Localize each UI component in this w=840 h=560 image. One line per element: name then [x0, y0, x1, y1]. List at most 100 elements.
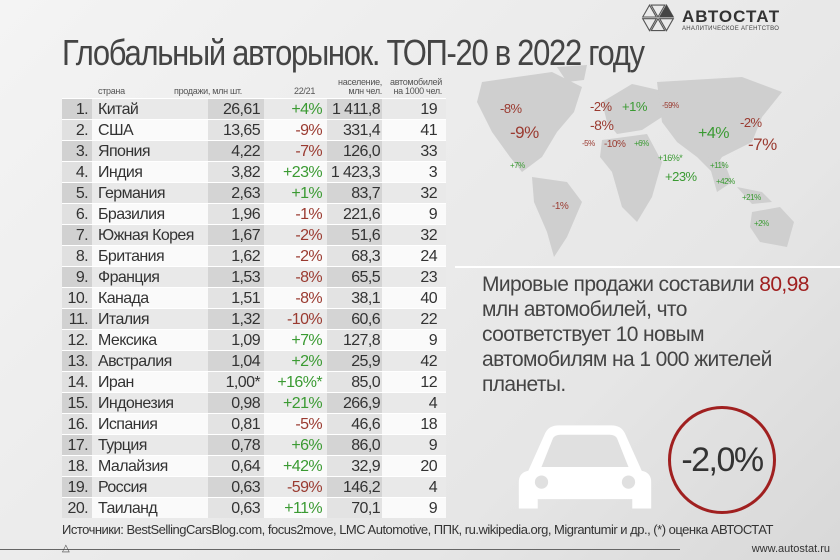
sales-cell-bg	[208, 162, 264, 182]
logo-name: АВТОСТАТ	[682, 7, 781, 26]
country: Турция	[98, 437, 147, 454]
table-row: 16. Испания 0,81 -5% 46,6 18	[62, 413, 446, 434]
cars-per-1000: 3	[428, 164, 438, 181]
sales: 1,96	[231, 206, 260, 223]
map-change-label: +11%	[710, 161, 729, 170]
summary-line1: Мировые продажи составили	[482, 273, 755, 296]
cars-per-1000: 4	[428, 395, 438, 412]
map-change-label: -59%	[662, 101, 679, 110]
website-link[interactable]: www.autostat.ru	[751, 543, 830, 555]
country: Бразилия	[98, 206, 165, 223]
logo-subtitle: АНАЛИТИЧЕСКОЕ АГЕНТСТВО	[682, 26, 780, 32]
table-row: 4. Индия 3,82 +23% 1 423,3 3	[62, 161, 446, 182]
summary-line2: млн автомобилей, что соответствует 10 но…	[482, 298, 772, 396]
map-change-label: +21%	[742, 193, 761, 202]
header-change: 22/21	[294, 86, 316, 96]
rank: 7.	[62, 225, 92, 245]
sales-cell-bg	[208, 225, 264, 245]
map-change-label: -7%	[748, 135, 777, 154]
total-change-badge: -2,0%	[668, 406, 776, 514]
map-change-label: +16%*	[658, 153, 683, 163]
sales: 1,51	[231, 290, 260, 307]
divider	[455, 266, 840, 268]
autostat-logo: АВТОСТАТ АНАЛИТИЧЕСКОЕ АГЕНТСТВО	[636, 0, 836, 34]
rank: 10.	[62, 288, 92, 308]
population: 85,0	[351, 374, 380, 391]
sources-note: Источники: BestSellingCarsBlog.com, focu…	[62, 522, 773, 537]
population: 83,7	[351, 185, 380, 202]
sales-cell-bg	[208, 372, 264, 392]
country: Австралия	[98, 353, 172, 370]
table-row: 7. Южная Корея 1,67 -2% 51,6 32	[62, 224, 446, 245]
car-icon	[518, 425, 652, 509]
cars-per-1000: 24	[420, 248, 437, 265]
cars-per-1000: 9	[428, 437, 438, 454]
map-change-label: +42%	[716, 177, 735, 186]
population: 38,1	[351, 290, 380, 307]
table-row: 8. Британия 1,62 -2% 68,3 24	[62, 245, 446, 266]
population-cell-bg	[327, 141, 382, 161]
sales-cell-bg	[208, 351, 264, 371]
sales-cell-bg	[208, 204, 264, 224]
sales: 26,61	[222, 101, 261, 118]
sales: 1,32	[231, 311, 260, 328]
cars-per-1000: 23	[420, 269, 437, 286]
country: Индия	[98, 164, 143, 181]
change: +11%	[284, 500, 322, 517]
cars-per-1000: 9	[428, 332, 438, 349]
country: Испания	[98, 416, 158, 433]
sales-cell-bg	[208, 414, 264, 434]
population-cell-bg	[327, 288, 382, 308]
population-cell-bg	[327, 246, 382, 266]
rank: 8.	[62, 246, 92, 266]
rank: 9.	[62, 267, 92, 287]
sales-cell-bg	[208, 498, 264, 518]
sales-cell-bg	[208, 435, 264, 455]
rank: 17.	[62, 435, 92, 455]
population-cell-bg	[327, 477, 382, 497]
country: США	[98, 122, 134, 139]
population-cell-bg	[327, 393, 382, 413]
map-change-label: +2%	[754, 219, 769, 228]
sales-table: страна продажи, млн шт. 22/21 население,…	[62, 74, 446, 518]
table-row: 20. Таиланд 0,63 +11% 70,1 9	[62, 497, 446, 518]
cars-per-1000: 12	[420, 374, 437, 391]
population-cell-bg	[327, 225, 382, 245]
country: Мексика	[98, 332, 157, 349]
rank: 5.	[62, 183, 92, 203]
population: 65,5	[351, 269, 380, 286]
table-header: страна продажи, млн шт. 22/21 население,…	[62, 74, 446, 98]
change: -10%	[287, 311, 323, 328]
sales: 1,09	[231, 332, 260, 349]
cars-per-1000: 40	[420, 290, 437, 307]
country: Британия	[98, 248, 165, 265]
country: Таиланд	[98, 500, 158, 517]
table-row: 3. Япония 4,22 -7% 126,0 33	[62, 140, 446, 161]
rank: 1.	[62, 99, 92, 119]
map-change-label: +23%	[665, 169, 697, 184]
change: +21%	[283, 395, 323, 412]
bottom-line	[0, 549, 680, 550]
header-country: страна	[98, 86, 125, 96]
summary-text: Мировые продажи составили 80,98 млн авто…	[482, 272, 812, 397]
population: 86,0	[351, 437, 380, 454]
country: Канада	[98, 290, 149, 307]
table-row: 1. Китай 26,61 +4% 1 411,8 19	[62, 98, 446, 119]
rank: 13.	[62, 351, 92, 371]
cars-per-1000: 4	[428, 479, 438, 496]
population-cell-bg	[327, 120, 382, 140]
country: Россия	[98, 479, 147, 496]
population-cell-bg	[327, 204, 382, 224]
world-map: -8% -9% +7% -1% -2% +1% -8% -5% -10% +6% -59% +16%*…	[462, 62, 840, 262]
population: 146,2	[342, 479, 381, 496]
sales-cell-bg	[208, 120, 264, 140]
sales: 0,78	[231, 437, 260, 454]
total-sales-highlight: 80,98	[759, 273, 809, 296]
sales: 1,04	[231, 353, 260, 370]
change: +16%*	[277, 374, 322, 391]
population: 25,9	[351, 353, 380, 370]
country: Япония	[98, 143, 151, 160]
country: Германия	[98, 185, 166, 202]
population: 46,6	[351, 416, 380, 433]
cars-per-1000: 20	[420, 458, 437, 475]
